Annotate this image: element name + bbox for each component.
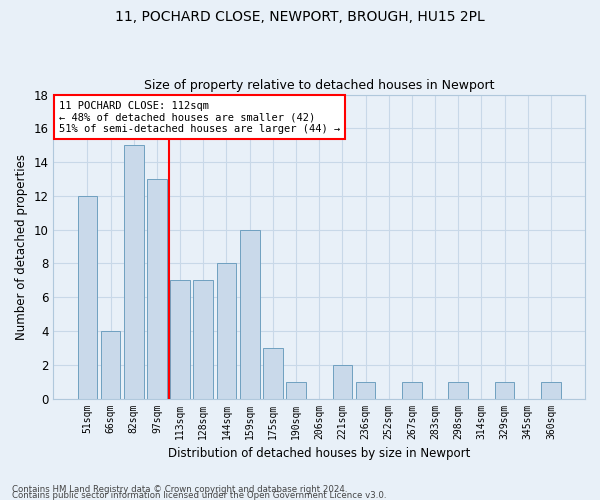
Text: Contains public sector information licensed under the Open Government Licence v3: Contains public sector information licen… bbox=[12, 491, 386, 500]
Bar bbox=[332, 365, 352, 398]
Bar bbox=[495, 382, 514, 398]
X-axis label: Distribution of detached houses by size in Newport: Distribution of detached houses by size … bbox=[168, 447, 470, 460]
Bar bbox=[101, 331, 121, 398]
Bar bbox=[193, 280, 213, 398]
Bar bbox=[541, 382, 561, 398]
Bar bbox=[170, 280, 190, 398]
Bar bbox=[402, 382, 422, 398]
Bar bbox=[240, 230, 260, 398]
Bar bbox=[263, 348, 283, 399]
Bar bbox=[356, 382, 376, 398]
Title: Size of property relative to detached houses in Newport: Size of property relative to detached ho… bbox=[144, 79, 494, 92]
Text: Contains HM Land Registry data © Crown copyright and database right 2024.: Contains HM Land Registry data © Crown c… bbox=[12, 485, 347, 494]
Bar bbox=[217, 264, 236, 398]
Bar bbox=[124, 145, 143, 399]
Bar bbox=[147, 179, 167, 398]
Y-axis label: Number of detached properties: Number of detached properties bbox=[15, 154, 28, 340]
Bar bbox=[286, 382, 306, 398]
Bar bbox=[77, 196, 97, 398]
Text: 11 POCHARD CLOSE: 112sqm
← 48% of detached houses are smaller (42)
51% of semi-d: 11 POCHARD CLOSE: 112sqm ← 48% of detach… bbox=[59, 100, 340, 134]
Bar bbox=[448, 382, 468, 398]
Text: 11, POCHARD CLOSE, NEWPORT, BROUGH, HU15 2PL: 11, POCHARD CLOSE, NEWPORT, BROUGH, HU15… bbox=[115, 10, 485, 24]
